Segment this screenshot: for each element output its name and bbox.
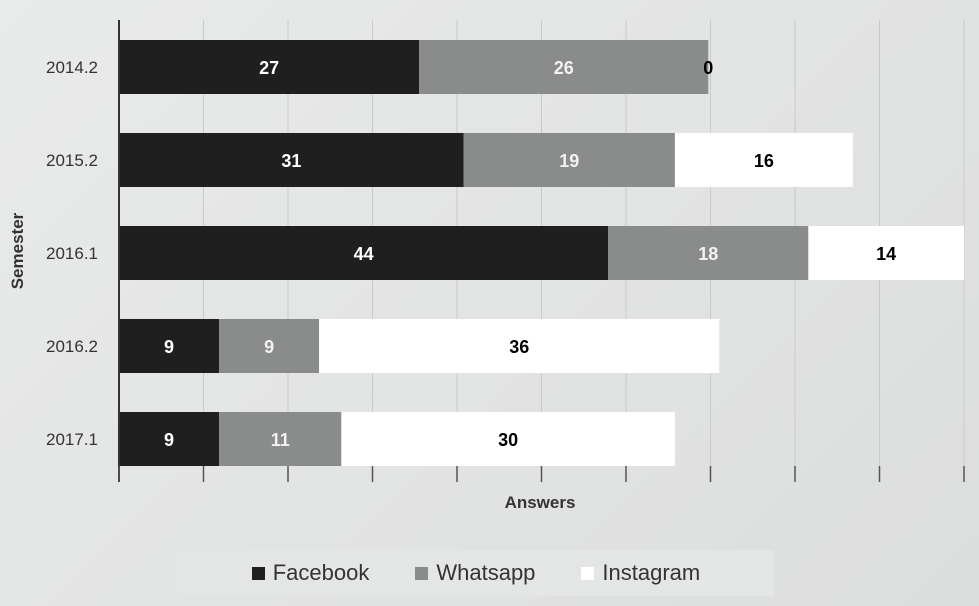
data-label: 26 <box>554 58 574 78</box>
bar-segment <box>119 226 609 280</box>
legend-swatch <box>251 566 265 580</box>
legend-label: Whatsapp <box>436 560 536 585</box>
data-label: 30 <box>498 430 518 450</box>
data-label: 16 <box>754 151 774 171</box>
legend-item: Whatsapp <box>415 560 535 586</box>
bar-segment <box>219 412 342 466</box>
legend-label: Instagram <box>602 560 701 585</box>
legend-label: Facebook <box>272 560 370 585</box>
legend-swatch <box>415 566 429 580</box>
category-tick-label: 2015.2 <box>46 151 98 170</box>
bar-segment <box>119 412 220 466</box>
data-label: 0 <box>703 58 713 78</box>
data-label: 9 <box>164 337 174 357</box>
category-tick-label: 2014.2 <box>46 58 98 77</box>
chart-legend: Facebook Whatsapp Instagram <box>178 550 774 596</box>
x-axis-title: Answers <box>505 493 576 512</box>
bar-segment <box>419 40 709 94</box>
legend-swatch <box>581 566 595 580</box>
y-axis-title: Semester <box>8 212 27 289</box>
bar-segment <box>319 319 720 373</box>
legend-item: Instagram <box>581 560 700 586</box>
data-label: 19 <box>559 151 579 171</box>
category-tick-label: 2016.1 <box>46 244 98 263</box>
data-label: 27 <box>259 58 279 78</box>
data-label: 18 <box>698 244 718 264</box>
bar-segment <box>119 319 220 373</box>
legend-item: Facebook <box>251 560 370 586</box>
data-label: 36 <box>509 337 529 357</box>
data-label: 14 <box>876 244 896 264</box>
bar-segment <box>808 226 964 280</box>
bar-segment <box>674 133 853 187</box>
data-label: 44 <box>354 244 374 264</box>
category-tick-label: 2016.2 <box>46 337 98 356</box>
bar-segment <box>341 412 675 466</box>
data-label: 11 <box>271 430 290 450</box>
bar-segment <box>219 319 320 373</box>
data-label: 31 <box>281 151 301 171</box>
category-tick-label: 2017.1 <box>46 430 98 449</box>
data-label: 9 <box>264 337 274 357</box>
bar-segment <box>463 133 675 187</box>
bar-segment <box>608 226 809 280</box>
data-label: 9 <box>164 430 174 450</box>
bar-segment <box>119 40 420 94</box>
bar-segment <box>119 133 464 187</box>
